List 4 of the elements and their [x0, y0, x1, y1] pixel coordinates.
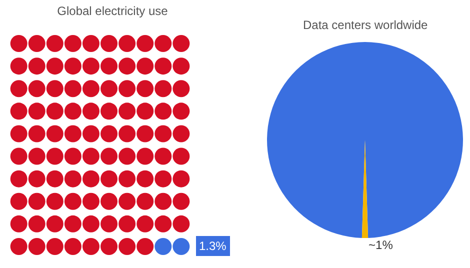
- text: Global electricity use: [57, 4, 168, 18]
- slice-label: Data centers worldwide: [303, 18, 428, 32]
- data-label: ~1%: [368, 238, 394, 252]
- data-label: 1.3%: [199, 239, 227, 253]
